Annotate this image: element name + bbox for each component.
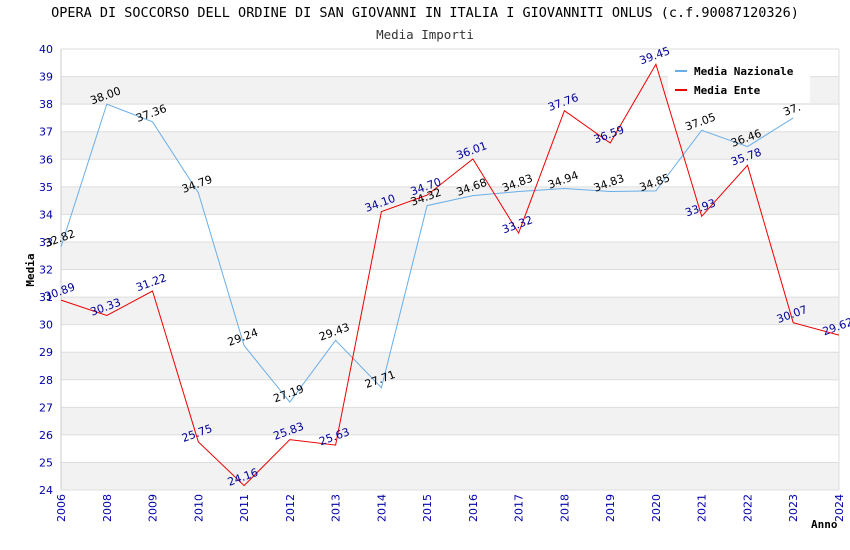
grid-band (61, 434, 839, 463)
x-tick-label: 2017 (513, 494, 526, 522)
y-tick-label: 34 (39, 208, 53, 221)
x-tick-label: 2010 (192, 494, 205, 522)
x-tick-label: 2013 (330, 494, 343, 522)
x-tick-label: 2019 (604, 494, 617, 522)
series-lines (60, 62, 840, 487)
y-tick-label: 35 (39, 181, 53, 194)
x-tick-label: 2011 (238, 494, 251, 522)
grid-band (61, 324, 839, 353)
y-tick-label: 24 (39, 484, 53, 497)
grid-band (61, 104, 839, 132)
y-tick-label: 32 (39, 264, 53, 277)
x-axis-label: Anno (811, 518, 838, 531)
x-tick-label: 2024 (833, 494, 846, 522)
y-axis: 24 25 26 27 28 29 30 31 32 33 34 35 36 37 38 39 40 (39, 43, 53, 497)
grid-band (61, 241, 839, 270)
y-tick-label: 38 (39, 98, 53, 111)
grid-band (61, 214, 839, 242)
series-line-media-ente (60, 62, 840, 487)
y-tick-label: 40 (39, 43, 53, 56)
legend-label: Media Nazionale (694, 65, 794, 78)
chart-title: OPERA DI SOCCORSO DELL ORDINE DI SAN GIO… (51, 5, 799, 21)
x-tick-label: 2014 (375, 494, 388, 522)
y-tick-label: 29 (39, 346, 53, 359)
x-tick-label: 2006 (55, 494, 68, 522)
grid-band (61, 297, 839, 325)
grid-band (61, 379, 839, 408)
x-axis: 2006 2008 2009 2010 2011 2012 2013 2014 2015 2016… (55, 494, 846, 522)
grid-band (61, 352, 839, 380)
grid-band (61, 159, 839, 187)
x-tick-label: 2015 (421, 494, 434, 522)
grid-band (61, 462, 839, 490)
grid-bands (61, 49, 839, 490)
series-line-media-nazionale (60, 103, 794, 403)
y-tick-label: 39 (39, 71, 53, 84)
gridlines (60, 48, 840, 491)
legend-box (668, 59, 810, 103)
data-label: 37. (782, 101, 803, 119)
grid-band (61, 131, 839, 160)
x-tick-label: 2012 (284, 494, 297, 522)
y-tick-label: 33 (39, 236, 53, 249)
y-tick-label: 26 (39, 429, 53, 442)
y-tick-label: 28 (39, 374, 53, 387)
x-tick-label: 2016 (467, 494, 480, 522)
y-tick-label: 36 (39, 153, 53, 166)
x-tick-label: 2021 (696, 494, 709, 522)
grid-band (61, 269, 839, 298)
chart-subtitle: Media Importi (376, 27, 474, 42)
x-tick-label: 2023 (787, 494, 800, 522)
y-tick-label: 31 (39, 291, 53, 304)
y-tick-label: 25 (39, 456, 53, 469)
x-tick-label: 2018 (558, 494, 571, 522)
y-tick-label: 27 (39, 401, 53, 414)
y-tick-label: 37 (39, 126, 53, 139)
x-tick-label: 2009 (147, 494, 160, 522)
y-tick-label: 30 (39, 319, 53, 332)
legend: Media Nazionale Media Ente (668, 59, 810, 103)
x-tick-label: 2020 (650, 494, 663, 522)
x-tick-label: 2022 (741, 494, 754, 522)
legend-label: Media Ente (694, 84, 761, 97)
grid-band (61, 407, 839, 435)
y-axis-label: Media (24, 253, 37, 286)
x-tick-label: 2008 (101, 494, 114, 522)
